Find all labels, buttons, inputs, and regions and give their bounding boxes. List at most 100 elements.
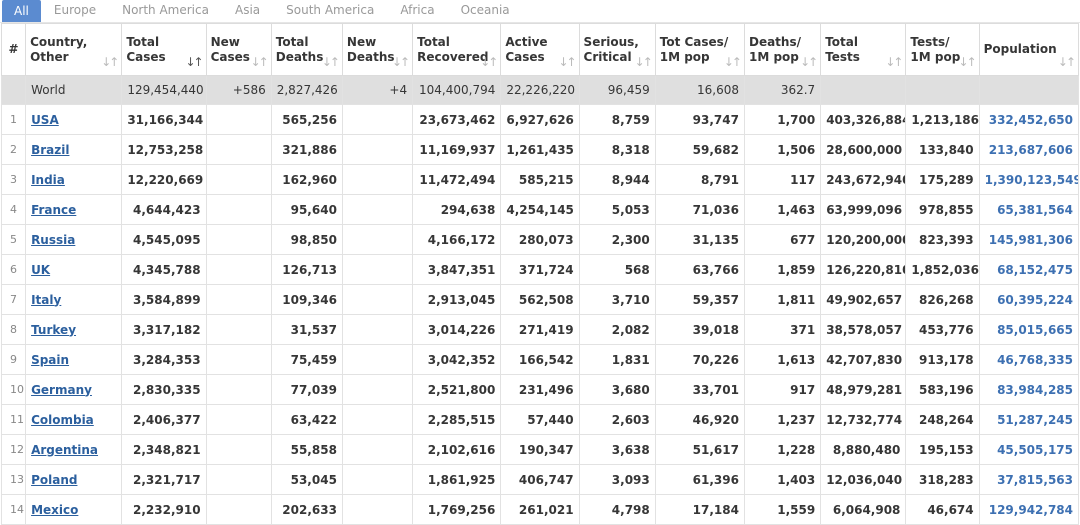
sort-arrows-icon[interactable]: ↓↑	[723, 55, 742, 69]
country-link[interactable]: Germany	[31, 382, 92, 397]
table-cell: 49,902,657	[820, 284, 907, 315]
column-header[interactable]: New Deaths ↓↑	[341, 23, 414, 76]
table-cell: 4,798	[578, 494, 656, 525]
table-cell: 8	[0, 314, 27, 345]
tab-europe[interactable]: Europe	[53, 3, 97, 17]
table-cell: 8,880,480	[820, 434, 907, 465]
column-header[interactable]: Total Cases ↓↑	[121, 23, 207, 76]
table-cell	[205, 494, 272, 525]
table-cell: 71,036	[654, 194, 745, 225]
column-header-label: Tot Cases/	[659, 34, 729, 49]
table-cell: Colombia	[25, 404, 123, 435]
column-header[interactable]: Total Recovered ↓↑	[412, 23, 502, 76]
table-cell: France	[25, 194, 123, 225]
table-cell: 318,283	[905, 464, 980, 495]
country-link[interactable]: Argentina	[31, 442, 99, 457]
table-cell: 31,135	[654, 224, 745, 255]
table-cell: 4,345,788	[121, 254, 207, 285]
country-link[interactable]: USA	[31, 112, 59, 127]
table-cell	[205, 194, 272, 225]
sort-arrows-icon[interactable]: ↓↑	[392, 55, 410, 69]
table-cell	[341, 194, 414, 225]
sort-arrows-icon[interactable]: ↓↑	[800, 55, 818, 69]
table-cell: 11	[0, 404, 27, 435]
table-cell: 1,403	[743, 464, 822, 495]
country-link[interactable]: India	[31, 172, 65, 187]
table-cell: 133,840	[905, 134, 980, 165]
column-header-label: Serious,	[583, 34, 639, 49]
table-cell: India	[25, 164, 123, 195]
sort-arrows-icon[interactable]: ↓↑	[250, 55, 269, 69]
column-header[interactable]: Tests/1M pop ↓↑	[905, 23, 980, 76]
table-cell: 1,261,435	[500, 134, 580, 165]
table-cell: 248,264	[905, 404, 980, 435]
table-cell: 4,254,145	[500, 194, 580, 225]
country-link[interactable]: Colombia	[31, 412, 94, 427]
sort-arrows-icon[interactable]: ↓↑	[480, 55, 498, 69]
tab-oceania[interactable]: Oceania	[460, 3, 510, 17]
table-cell: 166,542	[500, 344, 580, 375]
table-cell: 403,326,884	[820, 104, 907, 135]
column-header[interactable]: Active Cases ↓↑	[500, 23, 580, 76]
country-link[interactable]: Italy	[31, 292, 62, 307]
table-cell: 406,747	[500, 464, 580, 495]
table-cell: 63,422	[270, 404, 343, 435]
table-cell: 14	[0, 494, 27, 525]
tab-north-america[interactable]: North America	[122, 3, 209, 17]
sort-arrows-icon[interactable]: ↓↑	[185, 55, 203, 69]
tab-south-america[interactable]: South America	[286, 3, 375, 17]
table-cell: 3,847,351	[412, 254, 502, 285]
sort-arrows-icon[interactable]: ↓↑	[101, 55, 119, 69]
table-cell	[205, 134, 272, 165]
sort-arrows-icon[interactable]: ↓↑	[634, 55, 653, 69]
sort-arrows-icon[interactable]: ↓↑	[1057, 55, 1076, 69]
country-link[interactable]: Spain	[31, 352, 70, 367]
tab-africa[interactable]: Africa	[400, 3, 435, 17]
country-link[interactable]: Russia	[31, 232, 76, 247]
table-cell: +586	[205, 75, 272, 105]
table-cell	[820, 75, 907, 105]
region-tabs: All Europe North America Asia South America A…	[0, 0, 1080, 23]
table-cell: 202,633	[270, 494, 343, 525]
column-header[interactable]: Total Deaths ↓↑	[270, 23, 343, 76]
column-header[interactable]: #	[0, 23, 27, 76]
column-header[interactable]: Population ↓↑	[978, 23, 1080, 76]
column-header[interactable]: Tot Cases/1M pop ↓↑	[654, 23, 745, 76]
tab-asia[interactable]: Asia	[234, 3, 261, 17]
table-cell: 109,346	[270, 284, 343, 315]
table-cell: +4	[341, 75, 414, 105]
table-cell: 9	[0, 344, 27, 375]
table-cell: 371	[743, 314, 822, 345]
country-link[interactable]: Poland	[31, 472, 78, 487]
sort-arrows-icon[interactable]: ↓↑	[885, 55, 903, 69]
table-cell: 126,713	[270, 254, 343, 285]
table-cell: 913,178	[905, 344, 980, 375]
table-cell: 85,015,665	[978, 314, 1080, 345]
column-header[interactable]: New Cases ↓↑	[205, 23, 272, 76]
table-cell: 31,537	[270, 314, 343, 345]
column-header[interactable]: Serious, Critical ↓↑	[578, 23, 656, 76]
column-header[interactable]: Country, Other ↓↑	[25, 23, 123, 76]
table-cell: 1,700	[743, 104, 822, 135]
country-link[interactable]: Brazil	[31, 142, 70, 157]
table-cell	[341, 374, 414, 405]
table-cell: 2,321,717	[121, 464, 207, 495]
sort-arrows-icon[interactable]: ↓↑	[958, 55, 977, 69]
table-cell: 39,018	[654, 314, 745, 345]
table-cell	[341, 314, 414, 345]
column-header-label: Tests/	[910, 34, 950, 49]
table-cell: 8,944	[578, 164, 656, 195]
table-cell: 48,979,281	[820, 374, 907, 405]
table-row: 12 Argentina 2,348,821 55,858 2,102,616 190,3…	[0, 434, 1080, 465]
tab-all[interactable]: All	[2, 0, 41, 22]
table-cell: 59,357	[654, 284, 745, 315]
table-cell: World	[25, 75, 123, 105]
country-link[interactable]: Mexico	[31, 502, 79, 517]
country-link[interactable]: Turkey	[31, 322, 77, 337]
sort-arrows-icon[interactable]: ↓↑	[558, 55, 576, 69]
country-link[interactable]: UK	[31, 262, 51, 277]
country-link[interactable]: France	[31, 202, 77, 217]
column-header[interactable]: Total Tests ↓↑	[820, 23, 907, 76]
column-header[interactable]: Deaths/1M pop ↓↑	[743, 23, 822, 76]
sort-arrows-icon[interactable]: ↓↑	[321, 55, 340, 69]
